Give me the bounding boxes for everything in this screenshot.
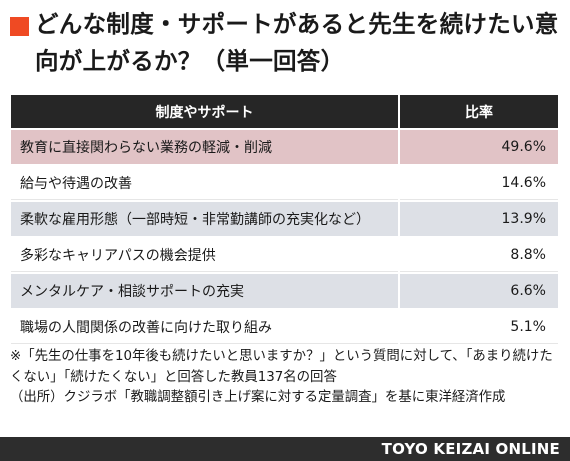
row-label: 職場の人間関係の改善に向けた取り組み <box>11 310 398 344</box>
title-accent-square <box>10 17 29 36</box>
chart-title-area: どんな制度・サポートがあると先生を続けたい意向が上がるか？（単一回答） <box>10 6 562 80</box>
row-value: 6.6% <box>400 274 558 308</box>
table-row: 職場の人間関係の改善に向けた取り組み 5.1% <box>11 310 558 344</box>
row-label: 柔軟な雇用形態（一部時短・非常勤講師の充実化など） <box>11 202 398 236</box>
column-header-support: 制度やサポート <box>11 95 398 128</box>
row-label: 多彩なキャリアパスの機会提供 <box>11 238 398 272</box>
table-header-row: 制度やサポート 比率 <box>11 95 558 128</box>
table-row: 教育に直接関わらない業務の軽減・削減 49.6% <box>11 130 558 164</box>
data-table: 制度やサポート 比率 教育に直接関わらない業務の軽減・削減 49.6% 給与や待遇の… <box>11 95 558 346</box>
chart-title: どんな制度・サポートがあると先生を続けたい意向が上がるか？（単一回答） <box>35 10 559 75</box>
footer-bar: TOYO KEIZAI ONLINE <box>0 437 570 461</box>
table-row: 柔軟な雇用形態（一部時短・非常勤講師の充実化など） 13.9% <box>11 202 558 236</box>
table-body: 教育に直接関わらない業務の軽減・削減 49.6% 給与や待遇の改善 14.6% 柔軟な雇… <box>11 130 558 344</box>
table-row: メンタルケア・相談サポートの充実 6.6% <box>11 274 558 308</box>
row-label: 給与や待遇の改善 <box>11 166 398 200</box>
table-row: 多彩なキャリアパスの機会提供 8.8% <box>11 238 558 272</box>
footer-brand: TOYO KEIZAI ONLINE <box>381 440 560 458</box>
row-value: 5.1% <box>400 310 558 344</box>
row-label: メンタルケア・相談サポートの充実 <box>11 274 398 308</box>
table-row: 給与や待遇の改善 14.6% <box>11 166 558 200</box>
column-header-ratio: 比率 <box>400 95 558 128</box>
row-label: 教育に直接関わらない業務の軽減・削減 <box>11 130 398 164</box>
row-value: 8.8% <box>400 238 558 272</box>
row-value: 13.9% <box>400 202 558 236</box>
row-value: 49.6% <box>400 130 558 164</box>
source-note: ※「先生の仕事を10年後も続けたいと思いますか？」という質問に対して、「あまり続… <box>10 349 553 405</box>
row-value: 14.6% <box>400 166 558 200</box>
